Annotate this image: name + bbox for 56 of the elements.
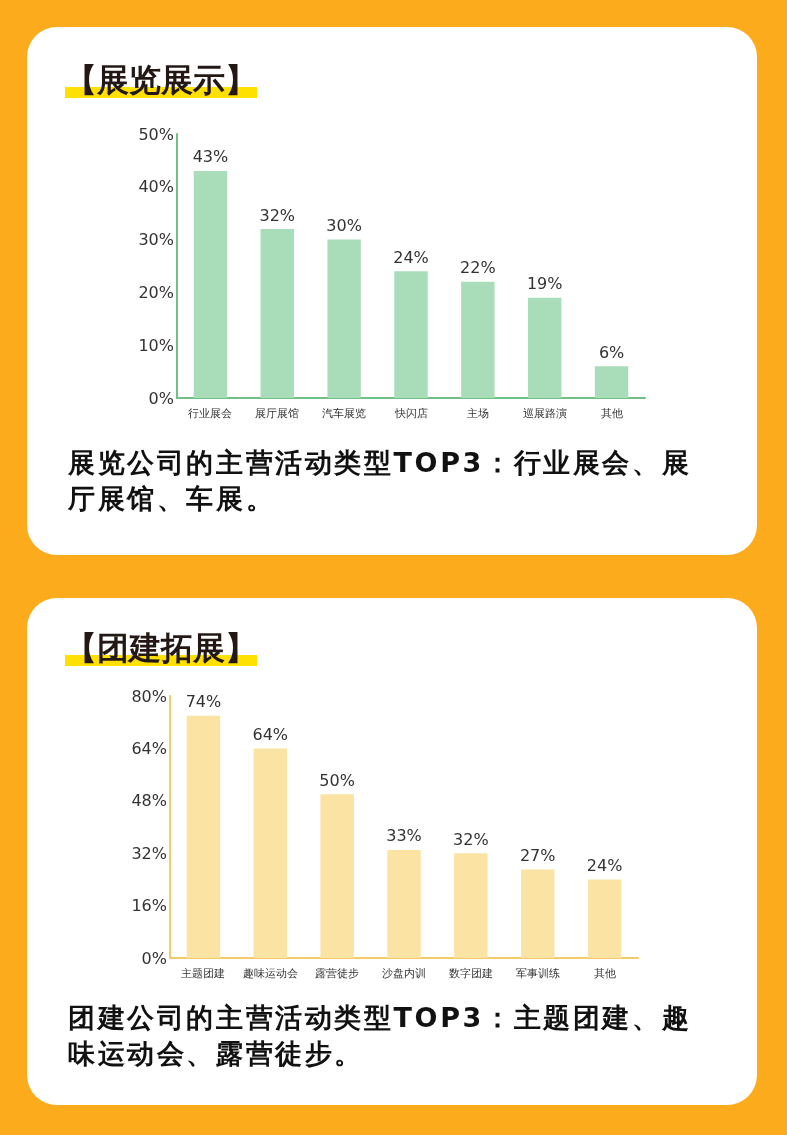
- data-label: 64%: [252, 724, 289, 744]
- data-label: 32%: [259, 205, 296, 225]
- data-label: 50%: [319, 770, 355, 790]
- y-tick-label: 16%: [131, 896, 167, 916]
- data-label: 6%: [598, 342, 625, 362]
- data-label: 22%: [460, 258, 496, 278]
- data-label: 33%: [386, 826, 422, 846]
- bar: [387, 849, 421, 958]
- x-tick-label: 行业展会: [188, 407, 233, 420]
- data-label: 24%: [393, 247, 429, 267]
- x-tick-label: 展厅展馆: [255, 407, 300, 420]
- data-label: 43%: [192, 147, 229, 167]
- data-label: 24%: [586, 855, 623, 875]
- bar: [193, 170, 228, 398]
- x-tick-label: 其他: [600, 407, 623, 420]
- x-tick-label: 快闪店: [393, 407, 428, 420]
- y-tick-label: 50%: [138, 124, 174, 144]
- y-tick-label: 0%: [148, 388, 174, 408]
- y-tick-label: 32%: [131, 843, 167, 863]
- bar: [594, 366, 629, 398]
- data-label: 32%: [453, 829, 489, 849]
- bar: [320, 794, 354, 958]
- y-tick-label: 80%: [131, 686, 167, 706]
- bar: [521, 869, 555, 958]
- x-tick-label: 主题团建: [181, 967, 226, 980]
- y-tick-label: 40%: [138, 177, 174, 197]
- data-label: 19%: [526, 274, 563, 294]
- data-label: 74%: [185, 692, 222, 712]
- text: 展览公司的主营活动类型TOP3：行业展会、展厅展馆、车展。: [68, 446, 693, 516]
- y-tick-label: 20%: [138, 282, 174, 302]
- bar: [260, 229, 294, 398]
- y-tick-label: 64%: [131, 738, 167, 758]
- bar: [454, 853, 488, 958]
- text: 团建公司的主营活动类型TOP3：主题团建、趣味运动会、露营徒步。: [68, 1001, 693, 1071]
- x-tick-label: 数字团建: [448, 967, 493, 980]
- x-tick-label: 主场: [466, 407, 489, 420]
- bar: [253, 748, 287, 958]
- bar: [394, 271, 428, 398]
- data-label: 27%: [519, 846, 556, 866]
- x-tick-label: 其他: [593, 967, 616, 980]
- bar: [528, 297, 562, 398]
- x-tick-label: 军事训练: [515, 967, 560, 980]
- bar: [587, 879, 622, 958]
- bar: [186, 715, 221, 958]
- y-tick-label: 30%: [138, 230, 174, 250]
- y-tick-label: 10%: [138, 335, 174, 355]
- x-tick-label: 露营徒步: [315, 967, 360, 980]
- x-tick-label: 巡展路演: [522, 407, 567, 420]
- x-tick-label: 趣味运动会: [242, 967, 298, 980]
- data-label: 30%: [326, 216, 362, 236]
- bar: [461, 281, 495, 398]
- x-tick-label: 沙盘内训: [382, 967, 426, 980]
- x-tick-label: 汽车展览: [322, 407, 367, 420]
- y-tick-label: 48%: [131, 791, 167, 811]
- bar: [327, 239, 361, 398]
- y-tick-label: 0%: [141, 948, 167, 968]
